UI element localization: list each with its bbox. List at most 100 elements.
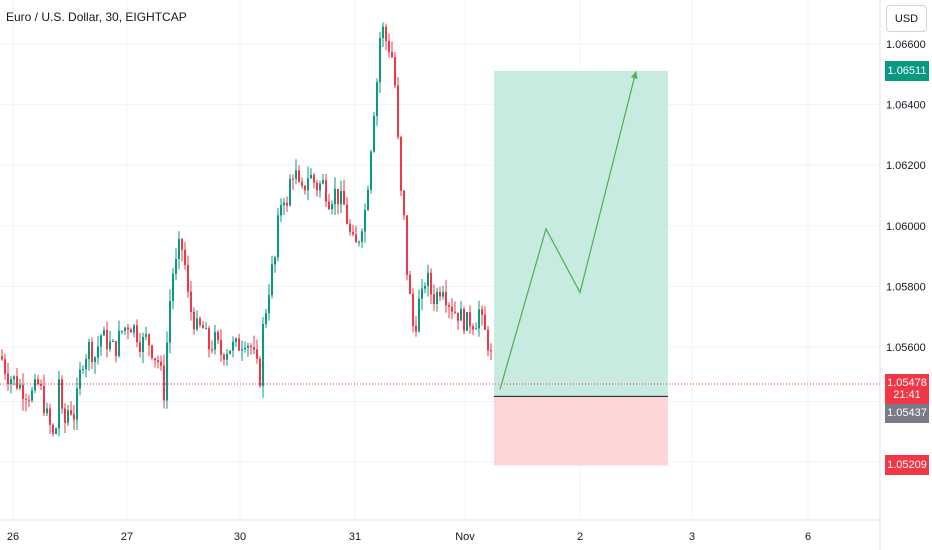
candle-body <box>451 306 453 312</box>
projection-path[interactable] <box>499 71 637 390</box>
candle-body <box>268 295 270 314</box>
time-tick-label: 2 <box>577 531 583 543</box>
profit-zone[interactable] <box>494 70 668 397</box>
candle-body <box>409 274 411 294</box>
candle-body <box>199 318 201 326</box>
currency-button[interactable]: USD <box>886 5 927 32</box>
candle-body <box>472 326 474 330</box>
candle-body <box>400 137 402 191</box>
candle-body <box>4 359 6 374</box>
candle-body <box>232 341 234 351</box>
candle-body <box>142 336 144 352</box>
candle-body <box>40 383 42 386</box>
candle-body <box>22 384 24 399</box>
candle-body <box>445 292 447 306</box>
candle-body <box>94 357 96 363</box>
candle-body <box>184 249 186 266</box>
candle-body <box>106 329 108 350</box>
candle-body <box>205 328 207 330</box>
candle-body <box>367 189 369 210</box>
candle-body <box>442 292 444 297</box>
candle-body <box>139 342 141 352</box>
candle-body <box>394 56 396 86</box>
current-price-value: 1.05478 <box>887 376 927 389</box>
candle-body <box>490 350 492 352</box>
candle-body <box>124 327 126 331</box>
time-axis: 26 27 30 31 Nov 2 3 6 <box>7 531 811 543</box>
candle-body <box>316 182 318 191</box>
bar-countdown: 21:41 <box>893 388 921 401</box>
loss-zone[interactable] <box>494 396 668 466</box>
candle-body <box>19 384 21 389</box>
candle-body <box>259 358 261 387</box>
candle-body <box>109 341 111 350</box>
price-tick-label: 1.06000 <box>886 221 926 233</box>
candle-body <box>16 376 18 389</box>
candle-body <box>355 234 357 243</box>
candle-body <box>247 345 249 348</box>
candle-body <box>439 292 441 297</box>
candle-body <box>481 309 483 315</box>
candle-body <box>454 311 456 313</box>
candle-body <box>283 202 285 206</box>
candle-body <box>295 170 297 179</box>
candle-body <box>346 204 348 224</box>
candle-body <box>175 259 177 274</box>
candle-body <box>433 294 435 305</box>
candle-body <box>427 272 429 287</box>
candle-body <box>238 338 240 351</box>
candle-body <box>52 424 54 434</box>
candle-body <box>49 408 51 425</box>
stop-price-label: 1.05209 <box>885 455 929 476</box>
candle-body <box>208 328 210 350</box>
candle-body <box>121 330 123 332</box>
candle-body <box>262 324 264 387</box>
candle-body <box>475 328 477 330</box>
candle-body <box>115 340 117 356</box>
candle-body <box>166 342 168 401</box>
candle-body <box>376 82 378 116</box>
candle-body <box>241 349 243 351</box>
candle-body <box>319 183 321 191</box>
target-price-value: 1.06511 <box>887 64 927 77</box>
candle-body <box>364 209 366 232</box>
candle-body <box>289 178 291 206</box>
candle-body <box>334 188 336 205</box>
candle-body <box>82 369 84 371</box>
candle-body <box>487 329 489 351</box>
candlesticks <box>1 22 492 437</box>
candle-body <box>136 325 138 343</box>
candle-body <box>274 257 276 265</box>
candle-body <box>352 232 354 235</box>
candle-body <box>103 329 105 336</box>
candle-body <box>88 341 90 360</box>
candle-body <box>193 311 195 330</box>
candle-body <box>37 379 39 384</box>
candle-body <box>388 40 390 53</box>
entry-price-label: 1.05437 <box>885 403 929 423</box>
candle-body <box>256 349 258 359</box>
candle-body <box>343 191 345 205</box>
target-price-label: 1.06511 <box>885 60 929 81</box>
candle-body <box>478 309 480 329</box>
candle-body <box>298 170 300 182</box>
candle-body <box>181 238 183 250</box>
candle-body <box>421 288 423 299</box>
candle-body <box>226 353 228 360</box>
candle-body <box>7 373 9 384</box>
candle-body <box>313 174 315 183</box>
candle-body <box>229 350 231 354</box>
candle-body <box>130 329 132 333</box>
candle-body <box>424 286 426 289</box>
candle-body <box>325 179 327 202</box>
candle-body <box>244 347 246 350</box>
price-tick-label: 1.06600 <box>886 39 926 51</box>
candle-body <box>286 202 288 206</box>
candle-body <box>43 385 45 414</box>
candle-body <box>223 354 225 360</box>
candle-body <box>436 292 438 305</box>
candle-body <box>349 223 351 233</box>
candle-body <box>160 361 162 366</box>
